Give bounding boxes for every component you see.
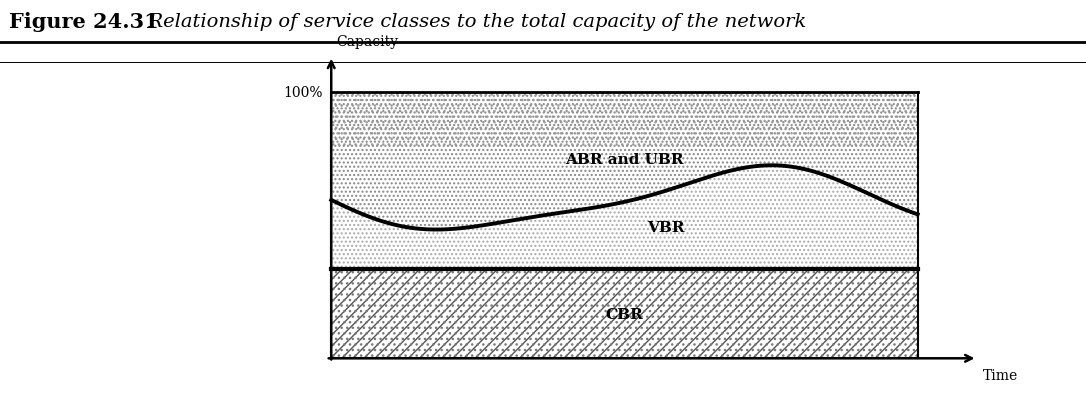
Text: 100%: 100% — [283, 86, 323, 100]
Text: CBR: CBR — [606, 307, 643, 321]
Bar — [331, 93, 918, 147]
Polygon shape — [331, 93, 918, 230]
Text: Relationship of service classes to the total capacity of the network: Relationship of service classes to the t… — [136, 13, 806, 31]
Bar — [331, 270, 918, 358]
Text: VBR: VBR — [647, 221, 684, 234]
Bar — [331, 270, 918, 358]
Text: ABR and UBR: ABR and UBR — [565, 153, 684, 167]
Text: Figure 24.31: Figure 24.31 — [9, 12, 159, 32]
Polygon shape — [331, 166, 918, 270]
Text: Capacity: Capacity — [337, 35, 399, 49]
Text: Time: Time — [983, 369, 1018, 382]
